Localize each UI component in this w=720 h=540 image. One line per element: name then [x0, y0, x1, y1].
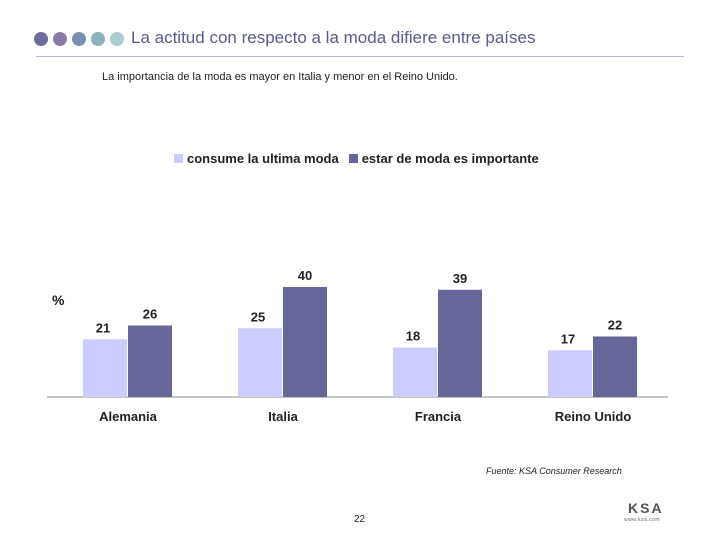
bar-francia-series-1: [393, 347, 437, 397]
chart-legend: consume la ultima moda estar de moda es …: [174, 151, 549, 166]
bar-alemania-series-1: [83, 339, 127, 397]
legend-item-series-1: consume la ultima moda: [174, 151, 339, 166]
bar-francia-series-2: [438, 289, 482, 397]
legend-item-series-2: estar de moda es importante: [348, 151, 539, 166]
data-label-alemania-series-2: 26: [143, 307, 157, 322]
category-label-reino-unido: Reino Unido: [555, 409, 632, 424]
category-label-alemania: Alemania: [99, 409, 158, 424]
data-label-italia-series-1: 25: [251, 309, 265, 324]
title-divider: [36, 56, 684, 57]
dot-1: [34, 32, 48, 46]
page-number: 22: [354, 514, 366, 525]
ksa-logo-subtext: www.ksa.com: [624, 517, 661, 523]
subtitle: La importancia de la moda es mayor en It…: [102, 71, 458, 83]
category-label-italia: Italia: [268, 409, 298, 424]
y-axis-unit-label: %: [52, 292, 65, 308]
data-label-francia-series-2: 39: [453, 271, 467, 286]
data-label-reino-unido-series-1: 17: [561, 331, 575, 346]
bar-reino-unido-series-2: [593, 336, 637, 397]
bar-reino-unido-series-1: [548, 350, 592, 397]
legend-label-series-2: estar de moda es importante: [361, 151, 539, 166]
legend-swatch-series-2: [348, 154, 358, 163]
bar-alemania-series-2: [128, 325, 172, 397]
dot-4: [91, 32, 105, 46]
dot-5: [110, 32, 124, 46]
dot-3: [72, 32, 86, 46]
source-note: Fuente: KSA Consumer Research: [486, 466, 622, 476]
data-label-alemania-series-1: 21: [96, 320, 110, 335]
data-label-reino-unido-series-2: 22: [608, 318, 622, 333]
bar-italia-series-1: [238, 328, 282, 397]
data-label-italia-series-2: 40: [298, 268, 312, 283]
data-label-francia-series-1: 18: [406, 329, 420, 344]
ksa-logo: KSA: [628, 500, 664, 516]
legend-swatch-series-1: [174, 154, 183, 163]
legend-label-series-1: consume la ultima moda: [187, 151, 339, 166]
dot-2: [53, 32, 67, 46]
bar-italia-series-2: [283, 287, 327, 397]
category-label-francia: Francia: [415, 409, 462, 424]
page-title: La actitud con respecto a la moda difier…: [131, 28, 536, 47]
